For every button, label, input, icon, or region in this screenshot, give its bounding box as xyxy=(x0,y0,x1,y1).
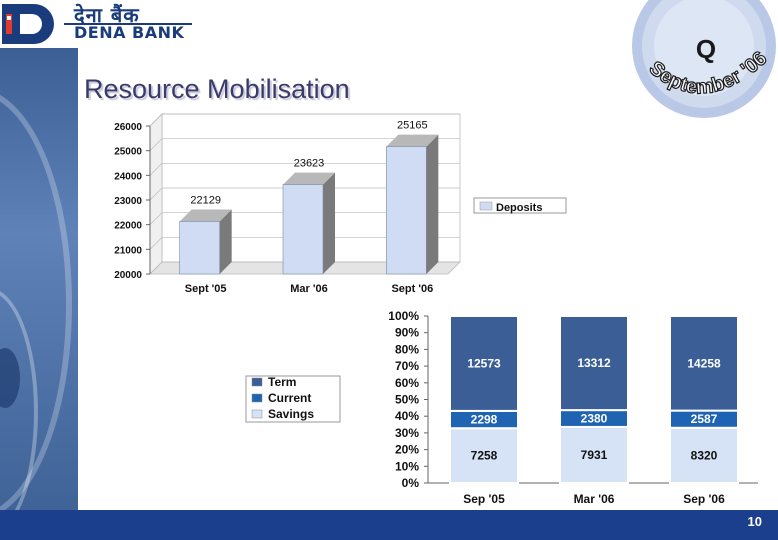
logo-mark-icon xyxy=(2,4,54,44)
deposits-y-axis: 20000 21000 22000 23000 24000 25000 26000 xyxy=(114,122,151,281)
y-tick-label: 30% xyxy=(395,426,419,440)
gridline xyxy=(149,261,163,275)
stacked-segment-term xyxy=(559,315,629,412)
data-label: 2587 xyxy=(691,412,718,426)
page-number: 10 xyxy=(747,514,762,529)
y-tick-label: 10% xyxy=(395,459,419,473)
data-label: 7931 xyxy=(581,448,608,462)
decorative-arc xyxy=(0,348,20,408)
bar xyxy=(386,146,427,275)
y-tick-label: 21000 xyxy=(114,245,142,256)
bar-side xyxy=(323,172,335,274)
brand-divider xyxy=(64,23,192,25)
bar-top xyxy=(179,209,232,222)
legend-label-current: Current xyxy=(268,391,311,405)
x-tick-label: Sep '06 xyxy=(683,492,725,506)
gridline xyxy=(149,187,163,201)
data-label: 22129 xyxy=(190,194,221,206)
x-tick-label: Sep '05 xyxy=(463,492,505,506)
deposit-mix-x-axis: Sep '05 Mar '06 Sep '06 xyxy=(463,492,725,506)
footer-bar xyxy=(0,510,778,540)
bar xyxy=(282,184,324,275)
y-tick-label: 23000 xyxy=(114,196,142,207)
bar-top xyxy=(283,172,335,185)
y-tick-label: 24000 xyxy=(114,171,142,182)
gridline xyxy=(149,212,163,225)
x-tick-label: Sept '05 xyxy=(185,283,227,295)
deposit-mix-legend: Term Current Savings xyxy=(245,375,341,423)
bar-side xyxy=(219,209,232,274)
y-tick-label: 50% xyxy=(395,393,419,407)
y-tick-label: 80% xyxy=(395,342,419,356)
data-label: 7258 xyxy=(471,449,498,463)
y-tick-label: 40% xyxy=(395,409,419,423)
legend-swatch-savings xyxy=(251,409,263,419)
gridline xyxy=(149,237,163,250)
data-label: 13312 xyxy=(577,356,611,370)
quarter-badge: Q September '06 xyxy=(632,0,776,118)
legend-label-deposits: Deposits xyxy=(496,202,542,214)
bar xyxy=(179,221,220,275)
y-tick-label: 60% xyxy=(395,376,419,390)
data-label: 2298 xyxy=(471,413,498,427)
y-tick-label: 90% xyxy=(395,326,419,340)
x-tick-label: Mar '06 xyxy=(574,492,615,506)
y-tick-label: 20000 xyxy=(114,270,142,281)
x-tick-label: Mar '06 xyxy=(290,283,327,295)
x-tick-label: Sept '06 xyxy=(391,283,433,295)
legend-box xyxy=(473,197,567,214)
dena-bank-logo xyxy=(2,4,58,44)
data-label: 14258 xyxy=(687,356,721,370)
bar-side xyxy=(426,134,439,274)
stacked-segment-term xyxy=(449,315,519,412)
y-tick-label: 22000 xyxy=(114,221,142,232)
legend-swatch-current xyxy=(251,393,263,403)
data-label: 23623 xyxy=(294,158,325,170)
data-label: 12573 xyxy=(467,356,501,370)
bar-top xyxy=(386,134,439,147)
legend-swatch-term xyxy=(251,377,263,387)
gridline xyxy=(149,113,163,127)
data-label: 8320 xyxy=(691,448,718,462)
y-tick-label: 26000 xyxy=(114,122,142,133)
y-tick-label: 0% xyxy=(402,476,420,490)
deposit-mix-data-labels: 7258 2298 12573 7931 2380 13312 8320 2587 14258 xyxy=(467,356,721,463)
brand-name: DENA BANK xyxy=(74,23,185,42)
y-tick-label: 20% xyxy=(395,443,419,457)
y-tick-label: 25000 xyxy=(114,147,142,158)
deposits-data-labels: 22129 23623 25165 xyxy=(190,120,427,207)
data-label: 2380 xyxy=(581,412,608,426)
badge-letter: Q xyxy=(696,34,716,64)
legend-swatch-deposits xyxy=(479,201,493,211)
slide-title: Resource Mobilisation xyxy=(84,74,350,104)
deposits-x-axis: Sept '05 Mar '06 Sept '06 xyxy=(185,283,433,295)
y-tick-label: 100% xyxy=(388,309,419,323)
stacked-segment-term xyxy=(669,315,739,412)
stacked-segment-savings xyxy=(449,427,519,484)
deposits-legend: Deposits xyxy=(473,197,567,214)
left-decorative-band xyxy=(0,48,78,510)
y-tick-label: 70% xyxy=(395,359,419,373)
legend-label-savings: Savings xyxy=(268,407,314,421)
deposit-mix-bars xyxy=(449,315,739,485)
gridline xyxy=(149,163,163,176)
legend-label-term: Term xyxy=(268,375,296,389)
gridline xyxy=(149,138,163,151)
deposits-bars xyxy=(179,134,439,275)
stacked-segment-savings xyxy=(669,426,739,484)
data-label: 25165 xyxy=(397,120,428,132)
